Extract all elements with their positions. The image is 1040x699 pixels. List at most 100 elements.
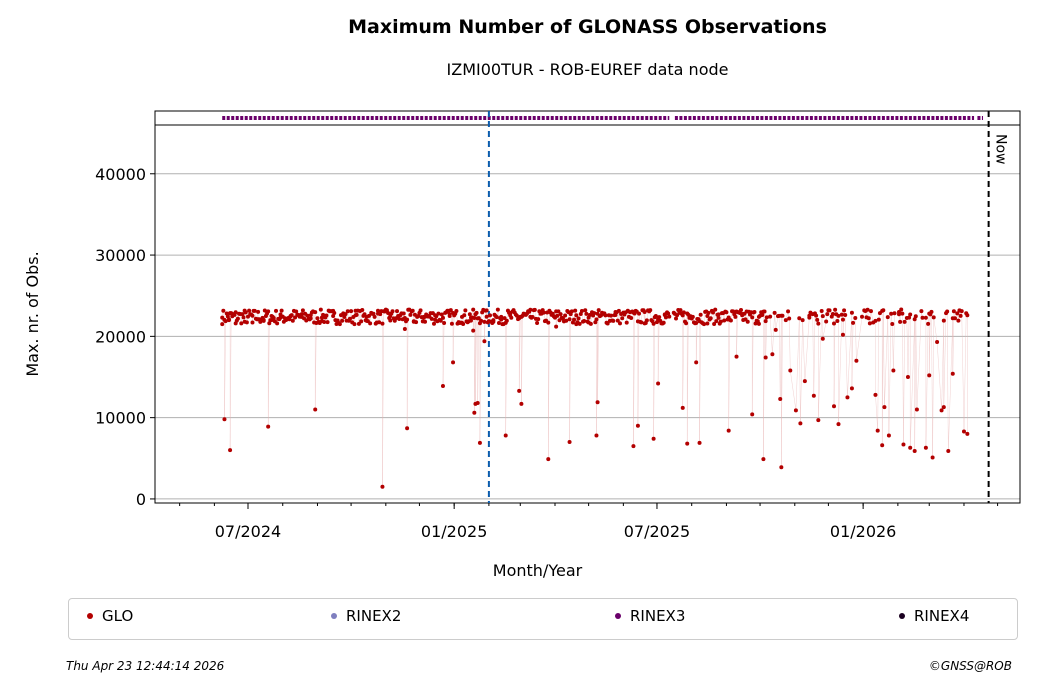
- glo-data-point: [609, 313, 614, 318]
- glo-data-point: [222, 417, 227, 422]
- glo-data-point: [697, 440, 702, 445]
- glo-data-point: [959, 309, 964, 314]
- glo-data-point: [678, 308, 683, 313]
- glo-data-point: [820, 336, 825, 341]
- glo-data-point: [763, 355, 768, 360]
- glo-data-point: [519, 401, 524, 406]
- glo-data-point: [325, 320, 330, 325]
- glo-data-point: [907, 315, 912, 320]
- glo-data-point: [840, 332, 845, 337]
- glo-data-point: [347, 316, 352, 321]
- y-tick-label: 40000: [95, 165, 146, 184]
- glo-data-point: [908, 445, 913, 450]
- glo-data-point: [951, 309, 956, 314]
- glo-data-point: [359, 319, 364, 324]
- legend-item-rinex4: RINEX4: [899, 607, 969, 625]
- glo-data-point: [913, 314, 918, 319]
- glo-data-point: [504, 318, 509, 323]
- glo-data-point: [854, 358, 859, 363]
- glo-data-point: [712, 321, 717, 326]
- glo-data-point: [745, 319, 750, 324]
- glo-data-point: [462, 313, 467, 318]
- glo-data-point: [815, 317, 820, 322]
- glo-data-point: [702, 322, 707, 327]
- glo-data-point: [408, 312, 413, 317]
- glo-data-point: [783, 318, 788, 323]
- glo-data-point: [371, 311, 376, 316]
- glo-data-point: [528, 307, 533, 312]
- glo-data-point: [499, 314, 504, 319]
- glo-data-point: [800, 318, 805, 323]
- chart-title: Maximum Number of GLONASS Observations: [348, 16, 827, 38]
- glo-data-point: [368, 321, 373, 326]
- glo-data-point: [787, 316, 792, 321]
- glo-data-point: [845, 395, 850, 400]
- glo-data-point: [824, 319, 829, 324]
- glo-data-point: [594, 433, 599, 438]
- glo-data-point: [461, 322, 466, 327]
- glo-data-point: [722, 318, 727, 323]
- glo-data-point: [752, 310, 757, 315]
- glo-data-point: [637, 311, 642, 316]
- glo-data-point: [431, 321, 436, 326]
- glo-data-point: [261, 318, 266, 323]
- glo-data-point: [275, 321, 280, 326]
- glo-data-point: [440, 383, 445, 388]
- glo-data-point: [294, 309, 299, 314]
- glo-data-point: [779, 465, 784, 470]
- x-tick-label: 07/2024: [215, 522, 281, 541]
- glo-data-point: [554, 324, 559, 329]
- x-tick-label: 07/2025: [624, 522, 690, 541]
- glo-data-point: [244, 320, 249, 325]
- glo-data-point: [509, 315, 514, 320]
- glo-data-point: [576, 316, 581, 321]
- glo-data-point: [536, 317, 541, 322]
- glo-data-point: [377, 320, 382, 325]
- glo-data-point: [961, 429, 966, 434]
- glo-data-point: [300, 308, 305, 313]
- glo-data-point: [705, 321, 710, 326]
- glo-data-point: [965, 313, 970, 318]
- glo-data-point: [930, 455, 935, 460]
- glo-data-point: [832, 404, 837, 409]
- glo-data-point: [468, 318, 473, 323]
- glo-data-point: [405, 426, 410, 431]
- glo-data-point: [572, 317, 577, 322]
- y-tick-label: 0: [136, 490, 146, 509]
- glo-data-point: [935, 340, 940, 345]
- glo-data-point: [482, 319, 487, 324]
- glo-data-point: [567, 440, 572, 445]
- glo-data-point: [905, 375, 910, 379]
- x-tick-label: 01/2026: [830, 522, 896, 541]
- glo-data-point: [390, 309, 395, 314]
- glo-data-point: [588, 321, 593, 326]
- legend-item-glo: GLO: [87, 607, 133, 625]
- glo-data-point: [271, 315, 276, 320]
- glo-data-point: [666, 311, 671, 316]
- glo-data-point: [583, 308, 588, 313]
- glo-data-point: [467, 312, 472, 317]
- glo-data-point: [708, 316, 713, 321]
- glo-data-point: [345, 309, 350, 314]
- glo-data-point: [694, 321, 699, 326]
- glo-data-point: [866, 316, 871, 321]
- glo-data-point: [914, 407, 919, 412]
- glo-data-point: [763, 319, 768, 324]
- glo-data-point: [865, 307, 870, 312]
- glo-data-point: [843, 313, 848, 318]
- glo-data-point: [958, 313, 963, 318]
- glo-data-point: [226, 318, 231, 323]
- y-tick-label: 30000: [95, 246, 146, 265]
- glo-data-point: [380, 484, 385, 489]
- glo-data-point: [946, 448, 951, 453]
- x-tick-label: 01/2025: [421, 522, 487, 541]
- glo-data-point: [875, 428, 880, 433]
- glo-data-point: [546, 457, 551, 462]
- y-tick-label: 10000: [95, 409, 146, 428]
- glo-data-point: [569, 309, 574, 314]
- glo-data-point: [579, 309, 584, 314]
- glo-data-point: [939, 408, 944, 413]
- glo-data-point: [584, 311, 589, 316]
- glo-data-point: [503, 433, 508, 438]
- glo-data-point: [582, 319, 587, 324]
